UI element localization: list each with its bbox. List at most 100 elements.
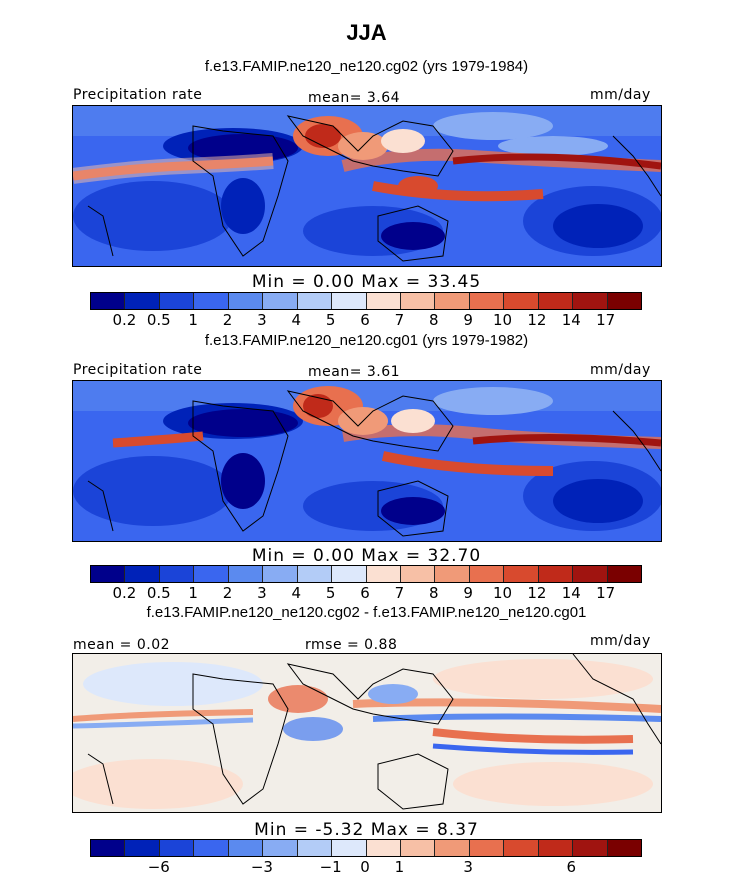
panel2-colorbar-tick-label: 14 bbox=[561, 584, 581, 602]
panel3-colorbar-swatch bbox=[263, 840, 298, 856]
panel3-rmse-label: rmse = 0.88 bbox=[305, 637, 398, 653]
panel3-colorbar-swatch bbox=[91, 840, 126, 856]
panel2-colorbar-swatch bbox=[435, 566, 470, 582]
panel2-colorbar-swatch bbox=[538, 566, 574, 582]
panel1-colorbar-tick-label: 0.5 bbox=[146, 311, 171, 329]
panel2-colorbar-swatch bbox=[400, 566, 436, 582]
panel1-colorbar-swatch bbox=[125, 293, 160, 309]
panel3-colorbar-ticks: −6 −3 −1 0 1 3 6 bbox=[90, 858, 640, 876]
panel1-colorbar-swatch bbox=[400, 293, 436, 309]
panel1-colorbar-tick-label: 7 bbox=[394, 311, 405, 329]
panel2-units-label: mm/day bbox=[590, 362, 651, 378]
panel1-colorbar-swatch bbox=[159, 293, 195, 309]
panel1-colorbar-tick-label: 17 bbox=[596, 311, 616, 329]
panel3-colorbar-swatch bbox=[297, 840, 333, 856]
panel2-colorbar-swatch bbox=[263, 566, 298, 582]
panel3-colorbar-swatch bbox=[538, 840, 574, 856]
panel3-units-label: mm/day bbox=[590, 633, 651, 649]
panel3-colorbar bbox=[90, 839, 642, 857]
panel3-colorbar-swatch bbox=[194, 840, 229, 856]
panel1-colorbar-tick-label: 14 bbox=[561, 311, 581, 329]
panel2-colorbar-tick-label: 0.2 bbox=[112, 584, 137, 602]
panel2-colorbar-swatch bbox=[607, 566, 641, 582]
panel3-subtitle: f.e13.FAMIP.ne120_ne120.cg02 - f.e13.FAM… bbox=[146, 604, 587, 621]
panel2-colorbar-tick-label: 8 bbox=[428, 584, 439, 602]
panel2-colorbar-swatch bbox=[91, 566, 126, 582]
panel2-left-label: Precipitation rate bbox=[73, 362, 203, 378]
panel1-map-svg bbox=[73, 106, 661, 266]
panel2-colorbar-tick-label: 5 bbox=[325, 584, 336, 602]
panel1-minmax: Min = 0.00 Max = 33.45 bbox=[251, 272, 482, 292]
panel1-colorbar-swatch bbox=[228, 293, 264, 309]
panel2-minmax: Min = 0.00 Max = 32.70 bbox=[251, 546, 482, 566]
panel2-colorbar-tick-label: 4 bbox=[291, 584, 302, 602]
panel2-colorbar-swatch bbox=[573, 566, 608, 582]
panel2-colorbar-tick-label: 0.5 bbox=[146, 584, 171, 602]
panel3-mean-label: mean = 0.02 bbox=[73, 637, 171, 653]
panel1-units-label: mm/day bbox=[590, 87, 651, 103]
panel2-colorbar bbox=[90, 565, 642, 583]
panel2-colorbar-swatch bbox=[469, 566, 505, 582]
panel1-colorbar-swatch bbox=[573, 293, 608, 309]
panel2-map-svg bbox=[73, 381, 661, 541]
panel1-colorbar-swatch bbox=[194, 293, 229, 309]
panel2-colorbar-swatch bbox=[228, 566, 264, 582]
panel2-colorbar-ticks: 0.2 0.5 1 2 3 4 5 6 7 8 9 10 12 14 17 bbox=[90, 584, 640, 602]
panel3-colorbar-swatch bbox=[469, 840, 505, 856]
panel1-colorbar-swatch bbox=[435, 293, 470, 309]
panel2-colorbar-tick-label: 7 bbox=[394, 584, 405, 602]
panel3-minmax: Min = -5.32 Max = 8.37 bbox=[254, 820, 479, 840]
panel3-colorbar-tick-label: 0 bbox=[360, 858, 370, 876]
panel1-colorbar-swatch bbox=[607, 293, 641, 309]
panel2-colorbar-tick-label: 10 bbox=[492, 584, 513, 602]
panel1-mean-label: mean= 3.64 bbox=[308, 90, 401, 106]
panel1-colorbar-tick-label: 10 bbox=[492, 311, 513, 329]
panel2-colorbar-tick-label: 6 bbox=[360, 584, 370, 602]
panel3-colorbar-tick-label: 1 bbox=[394, 858, 405, 876]
panel2-colorbar-swatch bbox=[504, 566, 539, 582]
panel3-colorbar-swatch bbox=[125, 840, 160, 856]
panel1-colorbar-swatch bbox=[469, 293, 505, 309]
panel3-colorbar-swatch bbox=[400, 840, 436, 856]
panel3-colorbar-swatch bbox=[573, 840, 608, 856]
panel2-colorbar-swatch bbox=[297, 566, 333, 582]
panel2-colorbar-tick-label: 3 bbox=[257, 584, 267, 602]
panel1-colorbar-tick-label: 6 bbox=[360, 311, 370, 329]
panel1-map bbox=[72, 105, 662, 267]
panel2-colorbar-tick-label: 12 bbox=[527, 584, 547, 602]
panel3-map bbox=[72, 653, 662, 813]
panel1-colorbar-tick-label: 1 bbox=[188, 311, 198, 329]
panel3-colorbar-tick-label: −1 bbox=[319, 858, 342, 876]
panel1-colorbar-swatch bbox=[263, 293, 298, 309]
panel1-colorbar-swatch bbox=[91, 293, 126, 309]
panel2-colorbar-tick-label: 17 bbox=[596, 584, 616, 602]
panel3-colorbar-swatch bbox=[504, 840, 539, 856]
panel2-colorbar-tick-label: 2 bbox=[222, 584, 233, 602]
panel3-colorbar-tick-label: 3 bbox=[463, 858, 473, 876]
panel3-colorbar-swatch bbox=[332, 840, 367, 856]
panel3-colorbar-swatch bbox=[435, 840, 470, 856]
panel1-colorbar-tick-label: 8 bbox=[428, 311, 439, 329]
panel3-colorbar-swatch bbox=[607, 840, 641, 856]
panel2-colorbar-tick-label: 9 bbox=[463, 584, 473, 602]
panel2-colorbar-swatch bbox=[194, 566, 229, 582]
panel1-colorbar-swatch bbox=[538, 293, 574, 309]
panel3-colorbar-tick-label: −6 bbox=[147, 858, 170, 876]
panel1-colorbar-swatch bbox=[504, 293, 539, 309]
panel1-colorbar-ticks: 0.2 0.5 1 2 3 4 5 6 7 8 9 10 12 14 17 bbox=[90, 311, 640, 329]
panel1-colorbar-tick-label: 5 bbox=[325, 311, 336, 329]
panel3-colorbar-swatch bbox=[159, 840, 195, 856]
panel2-mean-label: mean= 3.61 bbox=[308, 364, 401, 380]
panel2-map bbox=[72, 380, 662, 542]
panel1-colorbar-tick-label: 3 bbox=[257, 311, 267, 329]
panel1-colorbar-tick-label: 9 bbox=[463, 311, 473, 329]
panel1-left-label: Precipitation rate bbox=[73, 87, 203, 103]
panel1-colorbar-tick-label: 12 bbox=[527, 311, 547, 329]
panel2-colorbar-tick-label: 1 bbox=[188, 584, 198, 602]
panel1-colorbar-swatch bbox=[366, 293, 401, 309]
panel2-colorbar-swatch bbox=[159, 566, 195, 582]
page-title: JJA bbox=[346, 20, 387, 45]
panel2-colorbar-swatch bbox=[366, 566, 401, 582]
panel1-colorbar bbox=[90, 292, 642, 310]
panel3-colorbar-tick-label: 6 bbox=[566, 858, 577, 876]
